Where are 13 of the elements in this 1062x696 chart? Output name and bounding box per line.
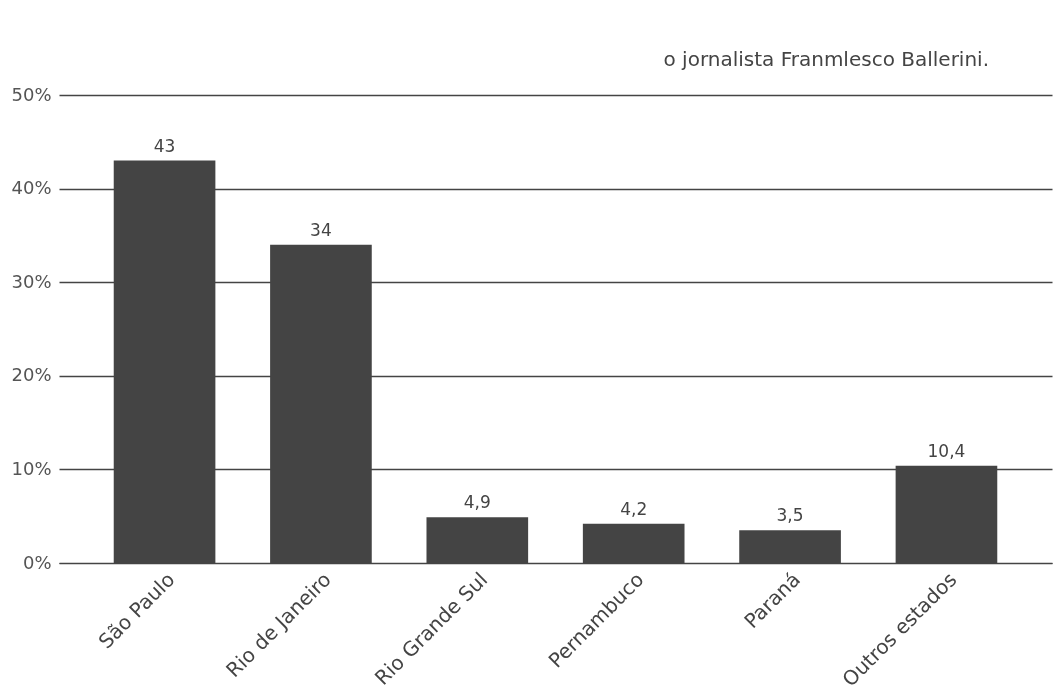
y-tick-label: 50% [11, 83, 52, 105]
data-label: 4,2 [620, 498, 648, 519]
y-tick-label: 30% [11, 270, 52, 292]
data-label: 43 [153, 135, 176, 156]
data-label: 4,9 [463, 492, 491, 513]
y-tick-label: 20% [11, 364, 52, 386]
data-label: 34 [310, 219, 332, 240]
data-label: 3,5 [776, 505, 804, 526]
y-tick-label: 10% [11, 457, 52, 479]
data-label: 10,4 [927, 440, 966, 461]
y-tick-label: 0% [22, 551, 52, 573]
y-tick-label: 40% [11, 177, 52, 199]
text: o jornalista Franmlesco Ballerini. [663, 47, 989, 71]
